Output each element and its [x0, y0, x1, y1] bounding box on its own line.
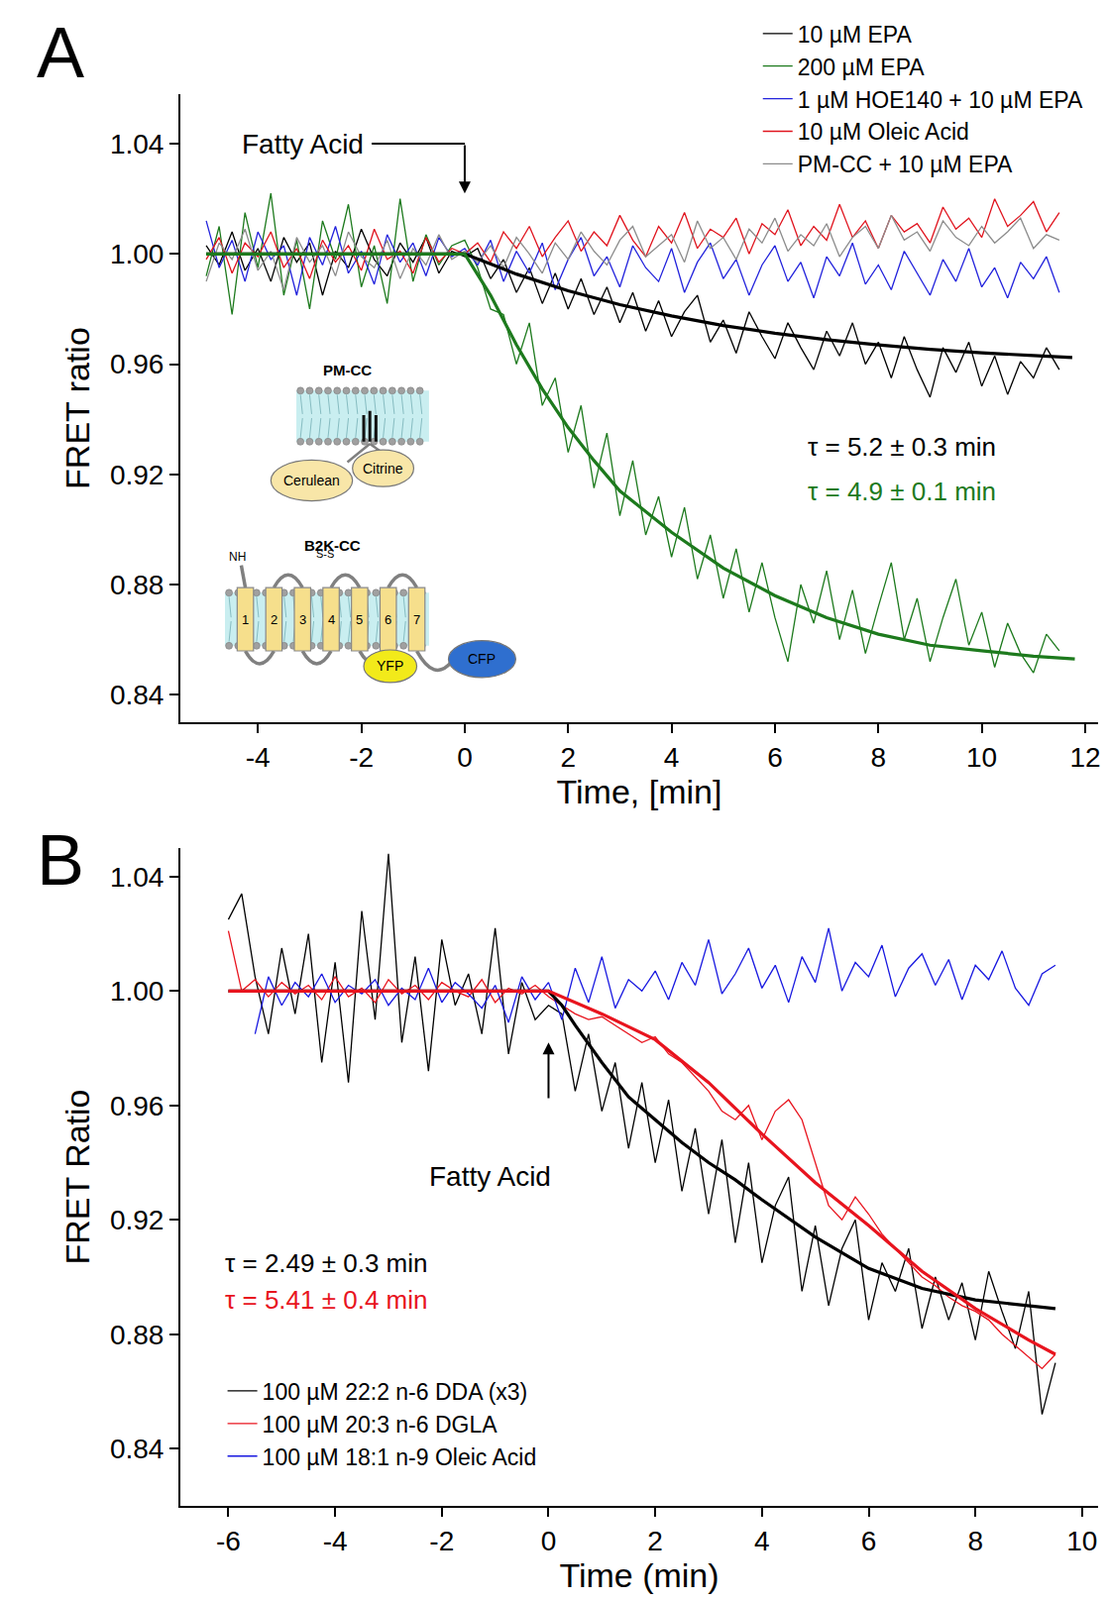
svg-text:B2K-CC: B2K-CC	[304, 537, 361, 554]
svg-text:1.04: 1.04	[110, 862, 165, 893]
svg-text:FRET Ratio: FRET Ratio	[58, 1089, 97, 1265]
svg-text:PM-CC + 10 µM EPA: PM-CC + 10 µM EPA	[797, 151, 1013, 178]
svg-text:5: 5	[355, 612, 363, 628]
svg-text:FRET ratio: FRET ratio	[58, 327, 97, 490]
svg-text:2: 2	[559, 742, 576, 774]
svg-text:4: 4	[328, 612, 335, 628]
svg-text:1.00: 1.00	[110, 976, 165, 1007]
svg-text:-2: -2	[348, 742, 374, 774]
svg-text:100 µM 20:3 n-6 DGLA: 100 µM 20:3 n-6 DGLA	[262, 1412, 499, 1439]
svg-text:0.84: 0.84	[110, 679, 165, 711]
svg-text:Citrine: Citrine	[362, 460, 404, 477]
svg-text:4: 4	[664, 742, 680, 774]
svg-text:Time (min): Time (min)	[558, 1556, 719, 1595]
svg-text:-4: -4	[245, 742, 271, 774]
svg-text:τ = 5.2 ± 0.3 min: τ = 5.2 ± 0.3 min	[807, 432, 997, 462]
svg-text:0: 0	[456, 742, 473, 774]
svg-text:0.88: 0.88	[110, 1320, 165, 1351]
svg-text:0.88: 0.88	[110, 569, 165, 601]
svg-text:Cerulean: Cerulean	[283, 472, 340, 489]
svg-text:7: 7	[413, 612, 421, 628]
svg-text:0.92: 0.92	[110, 459, 165, 491]
svg-text:Time, [min]: Time, [min]	[556, 773, 723, 811]
svg-text:Fatty Acid: Fatty Acid	[429, 1161, 552, 1193]
svg-text:0.96: 0.96	[110, 1091, 165, 1122]
svg-text:CFP: CFP	[467, 651, 496, 667]
svg-text:200 µM EPA: 200 µM EPA	[797, 54, 926, 81]
svg-text:10 µM EPA: 10 µM EPA	[797, 21, 913, 48]
svg-text:0.92: 0.92	[110, 1205, 165, 1236]
svg-text:2: 2	[647, 1526, 664, 1557]
svg-text:τ = 4.9 ± 0.1 min: τ = 4.9 ± 0.1 min	[807, 476, 997, 507]
svg-text:0: 0	[541, 1526, 557, 1557]
svg-text:1 µM HOE140 + 10 µM EPA: 1 µM HOE140 + 10 µM EPA	[797, 87, 1084, 113]
svg-text:4: 4	[754, 1526, 771, 1557]
svg-text:6: 6	[384, 612, 392, 628]
svg-text:1: 1	[241, 612, 249, 628]
svg-text:NH: NH	[228, 550, 246, 564]
svg-text:10: 10	[1066, 1526, 1098, 1557]
svg-text:-2: -2	[429, 1526, 454, 1557]
svg-text:YFP: YFP	[376, 658, 404, 674]
svg-text:6: 6	[861, 1526, 878, 1557]
svg-text:Fatty Acid: Fatty Acid	[241, 128, 364, 160]
svg-text:τ = 5.41 ± 0.4 min: τ = 5.41 ± 0.4 min	[224, 1285, 428, 1316]
svg-text:12: 12	[1069, 742, 1101, 774]
svg-text:0.84: 0.84	[110, 1434, 165, 1465]
svg-text:1.04: 1.04	[110, 128, 165, 160]
svg-text:-6: -6	[216, 1526, 241, 1557]
svg-text:10: 10	[966, 742, 998, 774]
svg-text:8: 8	[967, 1526, 984, 1557]
svg-text:100 µM 18:1 n-9 Oleic Acid: 100 µM 18:1 n-9 Oleic Acid	[262, 1444, 538, 1471]
svg-text:A: A	[36, 12, 85, 93]
svg-text:100 µM 22:2 n-6 DDA (x3): 100 µM 22:2 n-6 DDA (x3)	[262, 1379, 529, 1406]
svg-text:8: 8	[870, 742, 887, 774]
svg-text:10 µM Oleic Acid: 10 µM Oleic Acid	[797, 118, 970, 145]
svg-text:3: 3	[299, 612, 307, 628]
svg-text:B: B	[36, 820, 85, 900]
svg-text:2: 2	[270, 612, 278, 628]
svg-text:τ = 2.49 ± 0.3 min: τ = 2.49 ± 0.3 min	[224, 1248, 428, 1279]
svg-text:1.00: 1.00	[110, 238, 165, 270]
svg-text:6: 6	[767, 742, 783, 774]
svg-text:S-S: S-S	[316, 548, 334, 560]
svg-text:0.96: 0.96	[110, 348, 165, 380]
svg-text:-4: -4	[323, 1526, 348, 1557]
svg-text:PM-CC: PM-CC	[323, 361, 372, 379]
